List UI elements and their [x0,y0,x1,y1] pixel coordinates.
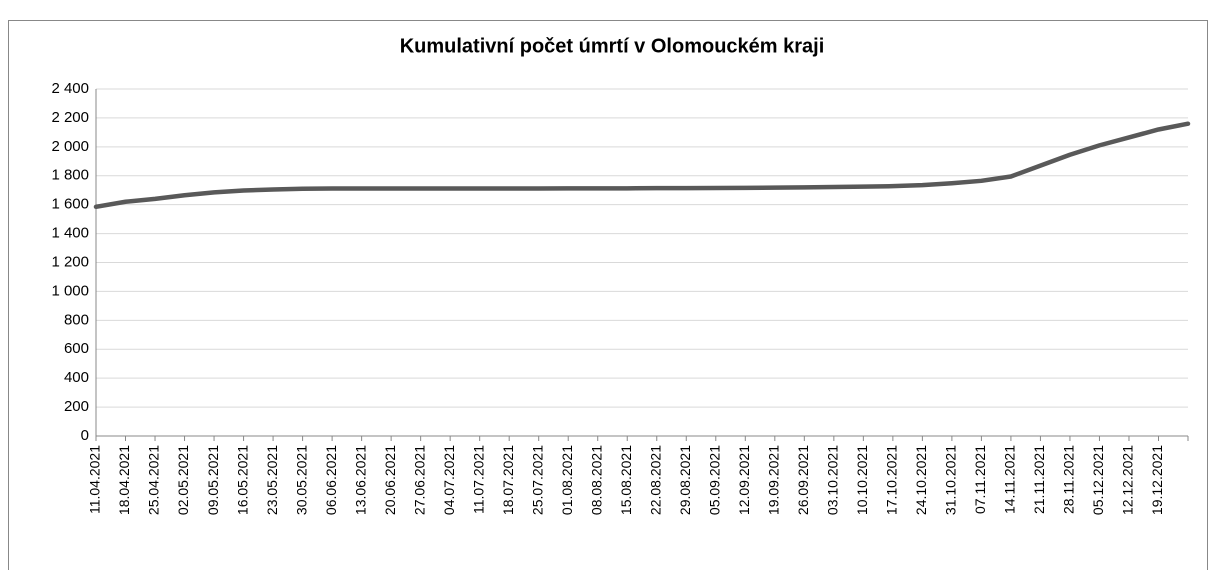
x-tick-label: 26.09.2021 [795,445,811,515]
x-tick-label: 27.06.2021 [411,445,427,515]
x-tick-label: 29.08.2021 [677,445,693,515]
x-tick-label: 01.08.2021 [559,445,575,515]
y-tick-label: 800 [64,311,89,328]
x-tick-label: 02.05.2021 [175,445,191,515]
x-tick-label: 31.10.2021 [943,445,959,515]
x-tick-label: 30.05.2021 [293,445,309,515]
x-tick-label: 05.09.2021 [706,445,722,515]
y-tick-label: 2 000 [51,138,89,155]
x-tick-label: 14.11.2021 [1002,445,1018,514]
y-tick-label: 1 000 [51,282,89,299]
chart-title: Kumulativní počet úmrtí v Olomouckém kra… [400,35,825,57]
y-tick-label: 1 400 [51,225,89,242]
y-tick-label: 200 [64,398,89,415]
y-tick-label: 2 400 [51,80,89,97]
y-tick-label: 1 200 [51,253,89,270]
x-tick-label: 12.12.2021 [1120,445,1136,515]
x-tick-label: 08.08.2021 [588,445,604,515]
x-tick-label: 23.05.2021 [264,445,280,515]
x-tick-label: 25.04.2021 [146,445,162,515]
y-tick-label: 400 [64,369,89,386]
x-tick-label: 18.07.2021 [500,445,516,515]
x-tick-label: 05.12.2021 [1090,445,1106,515]
x-tick-label: 10.10.2021 [854,445,870,515]
x-tick-label: 22.08.2021 [647,445,663,515]
y-tick-label: 600 [64,340,89,357]
x-tick-label: 28.11.2021 [1061,445,1077,514]
x-tick-label: 19.09.2021 [766,445,782,515]
x-tick-label: 21.11.2021 [1031,445,1047,514]
y-tick-label: 0 [81,427,89,444]
x-tick-label: 11.04.2021 [87,445,103,514]
x-tick-label: 17.10.2021 [884,445,900,515]
x-tick-label: 11.07.2021 [470,445,486,514]
y-tick-label: 2 200 [51,109,89,126]
x-tick-label: 06.06.2021 [323,445,339,515]
x-tick-label: 19.12.2021 [1149,445,1165,515]
x-tick-label: 16.05.2021 [234,445,250,515]
x-tick-label: 18.04.2021 [116,445,132,515]
chart-frame [8,20,1208,570]
y-tick-label: 1 600 [51,196,89,213]
x-tick-label: 04.07.2021 [441,445,457,515]
x-tick-label: 03.10.2021 [825,445,841,515]
x-tick-label: 12.09.2021 [736,445,752,515]
y-tick-label: 1 800 [51,167,89,184]
x-tick-label: 07.11.2021 [972,445,988,514]
x-tick-label: 15.08.2021 [618,445,634,515]
data-line [93,121,1191,210]
x-tick-label: 24.10.2021 [913,445,929,515]
x-tick-label: 20.06.2021 [382,445,398,515]
x-tick-label: 25.07.2021 [529,445,545,515]
x-tick-label: 09.05.2021 [205,445,221,515]
x-tick-label: 13.06.2021 [352,445,368,515]
